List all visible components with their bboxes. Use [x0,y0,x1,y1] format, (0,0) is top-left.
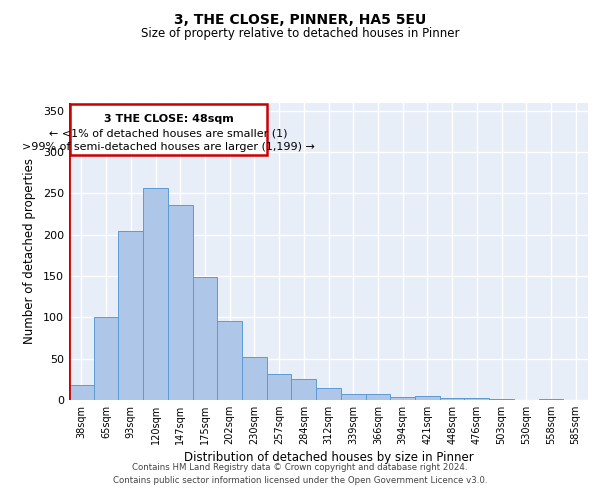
Text: 3, THE CLOSE, PINNER, HA5 5EU: 3, THE CLOSE, PINNER, HA5 5EU [174,12,426,26]
Bar [143,188,168,400]
Text: >99% of semi-detached houses are larger (1,199) →: >99% of semi-detached houses are larger … [22,142,315,152]
Bar [316,388,341,400]
Text: ← <1% of detached houses are smaller (1): ← <1% of detached houses are smaller (1) [49,128,288,138]
Bar [489,399,514,400]
Text: Contains public sector information licensed under the Open Government Licence v3: Contains public sector information licen… [113,476,487,485]
Y-axis label: Number of detached properties: Number of detached properties [23,158,36,344]
Bar [94,318,118,400]
Bar [341,394,365,400]
Bar [242,357,267,400]
Bar [415,396,440,400]
Bar [118,232,143,400]
Bar [267,374,292,400]
Bar [440,398,464,400]
Text: Size of property relative to detached houses in Pinner: Size of property relative to detached ho… [141,28,459,40]
Bar [390,396,415,400]
Bar [217,322,242,400]
Text: 3 THE CLOSE: 48sqm: 3 THE CLOSE: 48sqm [104,114,233,124]
Text: Contains HM Land Registry data © Crown copyright and database right 2024.: Contains HM Land Registry data © Crown c… [132,462,468,471]
Bar [464,398,489,400]
X-axis label: Distribution of detached houses by size in Pinner: Distribution of detached houses by size … [184,452,473,464]
Bar [168,205,193,400]
Bar [193,277,217,400]
Bar [70,104,267,154]
Bar [539,399,563,400]
Bar [365,394,390,400]
Bar [69,385,94,400]
Bar [292,378,316,400]
